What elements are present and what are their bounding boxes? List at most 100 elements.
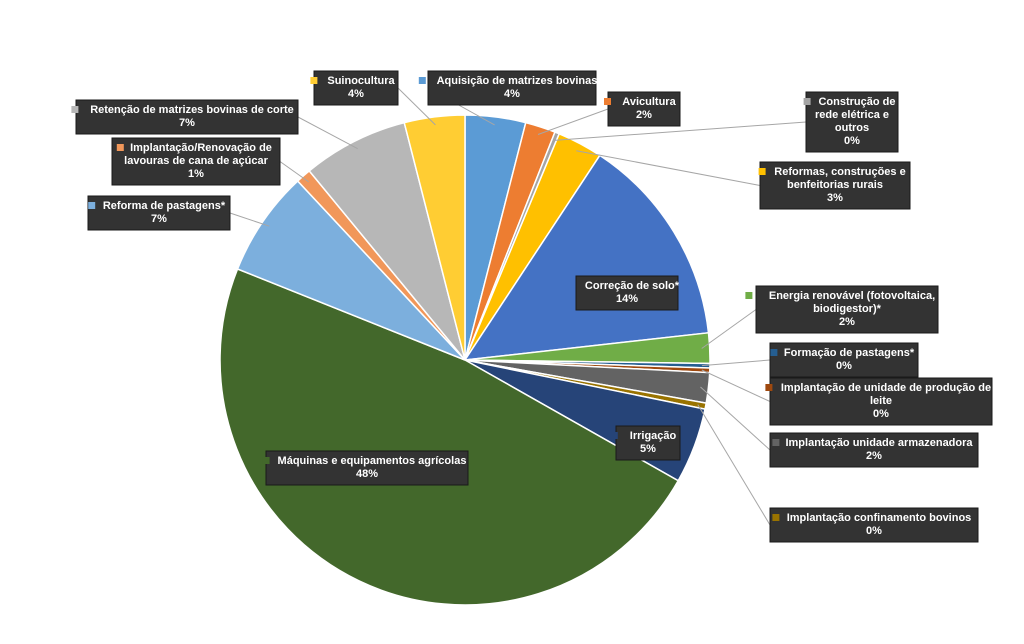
data-label-percent: 4% — [504, 88, 520, 100]
legend-swatch — [765, 384, 773, 391]
data-label-percent: 7% — [179, 117, 195, 129]
data-label-category: outros — [835, 122, 869, 134]
legend-swatch — [803, 98, 811, 105]
data-label-box — [615, 425, 681, 461]
legend-swatch — [418, 77, 426, 84]
leader-line-avicultura — [537, 108, 609, 135]
data-label-percent: 0% — [866, 525, 882, 537]
data-label-percent: 4% — [348, 88, 364, 100]
legend-swatch — [758, 168, 766, 175]
data-label-energia-renovavel-fotovoltaica-biodigestor: Energia renovável (fotovoltaica,biodiges… — [745, 285, 939, 334]
data-label-category: Implantação unidade armazenadora — [785, 437, 973, 449]
data-label-box — [769, 507, 979, 543]
data-label-category: Retenção de matrizes bovinas de corte — [90, 104, 294, 116]
legend-swatch — [772, 514, 780, 521]
data-label-category: Correção de solo* — [585, 280, 680, 292]
data-label-category: biodigestor)* — [813, 303, 882, 315]
pie-slice-maquinas-e-equipamentos-agricolas — [219, 268, 680, 606]
data-label-category: Avicultura — [622, 96, 676, 108]
pie-slice-reforma-de-pastagens — [236, 179, 466, 361]
data-label-category: Implantação confinamento bovinos — [787, 512, 972, 524]
data-label-category: Aquisição de matrizes bovinas — [437, 75, 598, 87]
leader-line-energia-renovavel-fotovoltaica-biodigestor — [701, 309, 757, 349]
legend-swatch — [772, 439, 780, 446]
data-label-box — [759, 161, 911, 210]
leader-line-implantacao-renovacao-de-lavouras-de-cana-de-acucar — [279, 161, 309, 183]
pie-slice-suinocultura — [403, 114, 466, 361]
data-labels: Aquisição de matrizes bovinas4%Avicultur… — [71, 70, 993, 543]
data-label-category: Implantação/Renovação de — [130, 142, 272, 154]
data-label-category: Suinocultura — [327, 75, 395, 87]
leader-line-implantacao-unidade-armazenadora — [700, 386, 771, 451]
data-label-percent: 5% — [640, 443, 656, 455]
data-label-percent: 2% — [839, 316, 855, 328]
data-label-percent: 2% — [866, 450, 882, 462]
data-label-percent: 3% — [827, 192, 843, 204]
leader-line-suinocultura — [397, 87, 436, 126]
legend-swatch — [116, 144, 124, 151]
data-label-box — [769, 377, 993, 426]
data-label-box — [805, 91, 899, 153]
data-label-box — [769, 432, 979, 468]
data-label-box — [111, 137, 281, 186]
data-label-category: rede elétrica e — [815, 109, 889, 121]
legend-swatch — [610, 432, 618, 439]
data-label-implantacao-de-unidade-de-producao-de-leite: Implantação de unidade de produção delei… — [765, 377, 993, 426]
data-label-category: Formação de pastagens* — [784, 347, 915, 359]
legend-swatch — [745, 292, 753, 299]
legend-swatch — [770, 349, 778, 356]
data-label-percent: 0% — [844, 135, 860, 147]
leader-line-reformas-construcoes-e-benfeitorias-rurais — [576, 150, 761, 186]
data-label-box — [769, 342, 919, 378]
legend-swatch — [88, 202, 96, 209]
data-label-box — [313, 70, 399, 106]
data-label-percent: 0% — [836, 360, 852, 372]
data-label-reforma-de-pastagens: Reforma de pastagens*7% — [87, 195, 231, 231]
data-label-box — [575, 275, 679, 311]
data-label-box — [75, 99, 299, 135]
data-label-category: Energia renovável (fotovoltaica, — [769, 290, 935, 302]
data-label-box — [427, 70, 597, 106]
data-label-formacao-de-pastagens: Formação de pastagens*0% — [769, 342, 919, 378]
data-label-category: benfeitorias rurais — [787, 179, 883, 191]
data-label-category: Construção de — [818, 96, 895, 108]
data-label-percent: 7% — [151, 213, 167, 225]
leader-line-implantacao-de-unidade-de-producao-de-leite — [701, 369, 771, 402]
legend-swatch — [604, 98, 611, 105]
data-label-category: Reforma de pastagens* — [103, 200, 226, 212]
leader-line-formacao-de-pastagens — [701, 359, 771, 367]
data-label-percent: 2% — [636, 109, 652, 121]
leader-line-implantacao-confinamento-bovinos — [697, 404, 771, 526]
data-label-correcao-de-solo: Correção de solo*14% — [567, 275, 680, 311]
data-label-percent: 0% — [873, 408, 889, 420]
data-label-percent: 14% — [616, 293, 638, 305]
legend-swatch — [262, 457, 270, 464]
data-label-percent: 48% — [356, 468, 378, 480]
data-label-category: Máquinas e equipamentos agrícolas — [278, 455, 467, 467]
legend-swatch — [567, 282, 575, 289]
data-label-category: Reformas, construções e — [774, 166, 905, 178]
leader-line-reforma-de-pastagens — [229, 212, 270, 227]
data-label-percent: 1% — [188, 168, 204, 180]
data-label-box — [755, 285, 939, 334]
leader-line-construcao-de-rede-eletrica-e-outros — [554, 121, 807, 141]
data-label-category: lavouras de cana de açúcar — [124, 155, 268, 167]
leader-line-retencao-de-matrizes-bovinas-de-corte — [297, 116, 358, 150]
data-label-category: leite — [870, 395, 892, 407]
data-label-box — [265, 450, 469, 486]
pie-slices — [219, 114, 711, 606]
data-label-category: Irrigação — [630, 430, 677, 442]
data-label-category: Implantação de unidade de produção de — [781, 382, 991, 394]
